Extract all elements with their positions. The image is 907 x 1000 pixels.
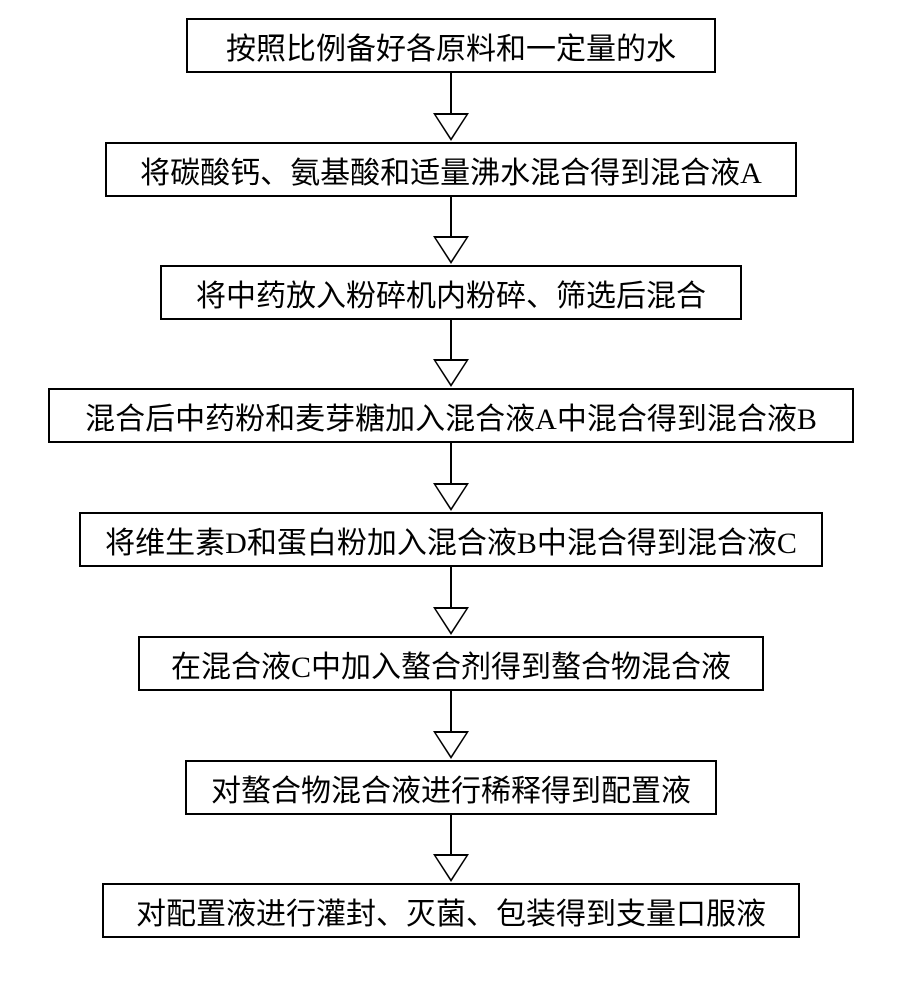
step-6-box: 在混合液C中加入螯合剂得到螯合物混合液 [138,636,764,691]
step-3-label: 将中药放入粉碎机内粉碎、筛选后混合 [196,271,706,315]
edge-3-4-head-fill [436,361,466,384]
edge-6-7-head-fill [436,733,466,756]
edge-7-8-head-fill [436,856,466,879]
step-2-label: 将碳酸钙、氨基酸和适量沸水混合得到混合液A [140,148,762,192]
edge-2-3-line [450,197,452,236]
step-6-label: 在混合液C中加入螯合剂得到螯合物混合液 [171,642,731,686]
step-8-label: 对配置液进行灌封、灭菌、包装得到支量口服液 [136,889,766,933]
step-8-box: 对配置液进行灌封、灭菌、包装得到支量口服液 [102,883,800,938]
step-5-label: 将维生素D和蛋白粉加入混合液B中混合得到混合液C [105,518,797,562]
edge-7-8-line [450,815,452,854]
flowchart-canvas: 按照比例备好各原料和一定量的水 将碳酸钙、氨基酸和适量沸水混合得到混合液A 将中… [0,0,907,1000]
step-7-label: 对螯合物混合液进行稀释得到配置液 [211,766,691,810]
step-7-box: 对螯合物混合液进行稀释得到配置液 [185,760,717,815]
edge-3-4-line [450,320,452,359]
edge-6-7-line [450,691,452,731]
edge-5-6-head-fill [436,609,466,632]
edge-2-3-head-fill [436,238,466,261]
step-1-label: 按照比例备好各原料和一定量的水 [226,24,676,68]
step-2-box: 将碳酸钙、氨基酸和适量沸水混合得到混合液A [105,142,797,197]
edge-5-6-line [450,567,452,607]
edge-4-5-line [450,443,452,483]
step-5-box: 将维生素D和蛋白粉加入混合液B中混合得到混合液C [79,512,823,567]
edge-4-5-head-fill [436,485,466,508]
step-4-label: 混合后中药粉和麦芽糖加入混合液A中混合得到混合液B [85,394,817,438]
edge-1-2-line [450,73,452,113]
edge-1-2-head-fill [436,115,466,138]
step-3-box: 将中药放入粉碎机内粉碎、筛选后混合 [160,265,742,320]
step-4-box: 混合后中药粉和麦芽糖加入混合液A中混合得到混合液B [48,388,854,443]
step-1-box: 按照比例备好各原料和一定量的水 [186,18,716,73]
